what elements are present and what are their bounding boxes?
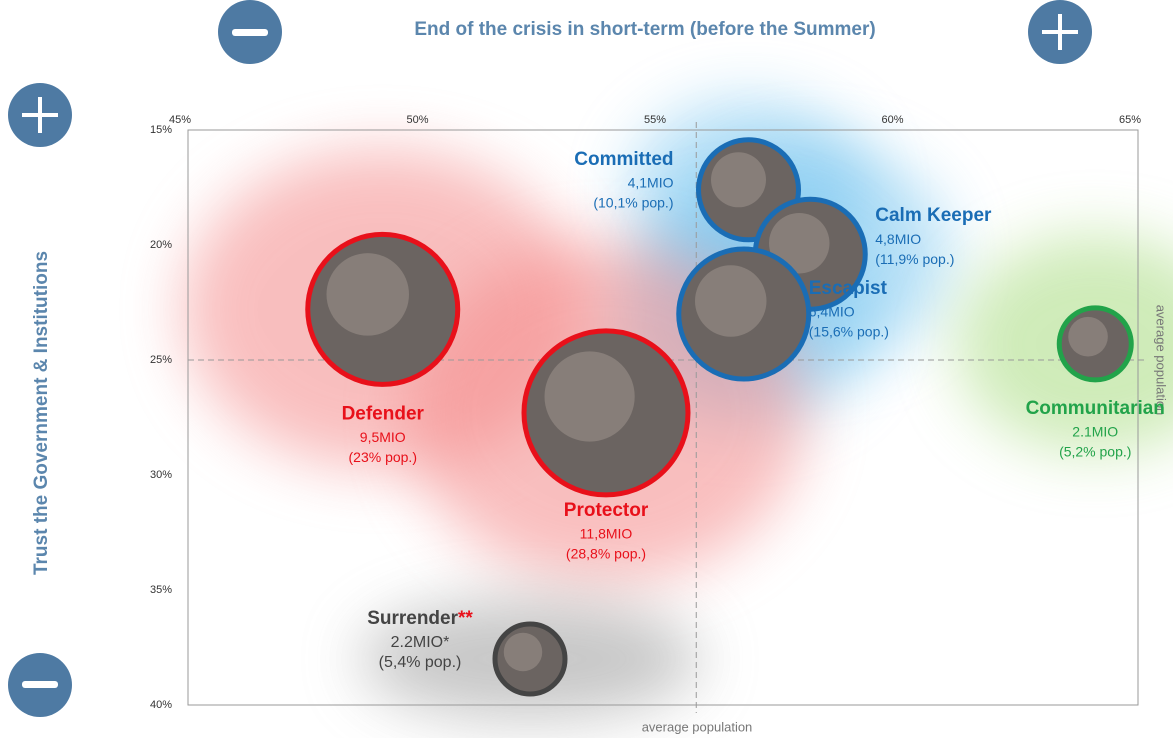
x-tick-label: 50%	[406, 114, 428, 126]
segment-share: (15,6% pop.)	[809, 324, 889, 340]
segment-name-text: Communitarian	[1026, 398, 1165, 419]
segment-name-text: Escapist	[809, 278, 888, 299]
segment-name: Defender	[342, 403, 425, 424]
segment-name-text: Defender	[342, 403, 425, 424]
segment-size: 9,5MIO	[360, 429, 406, 445]
x-tick-label: 55%	[644, 114, 666, 126]
bubble-photo-shade	[711, 152, 766, 207]
segment-share: (10,1% pop.)	[593, 195, 673, 211]
bubble-photo-shade	[504, 633, 543, 672]
segment-name: Calm Keeper	[875, 205, 992, 226]
y-tick-label: 30%	[150, 469, 172, 481]
plus-icon-left	[8, 83, 72, 147]
segment-name: Protector	[564, 500, 649, 521]
chart-title: End of the crisis in short-term (before …	[414, 19, 875, 40]
segment-share: (5,4% pop.)	[379, 654, 462, 671]
x-reference-label: average population	[642, 719, 753, 734]
plus-icon-top	[1028, 0, 1092, 64]
bubble-photo-shade	[545, 351, 635, 441]
y-tick-label: 20%	[150, 239, 172, 251]
segment-share: (28,8% pop.)	[566, 546, 646, 562]
segment-name-text: Surrender	[367, 608, 458, 629]
chart: End of the crisis in short-term (before …	[0, 0, 1173, 738]
y-tick-label: 40%	[150, 699, 172, 711]
segment-share: (23% pop.)	[349, 449, 417, 465]
y-tick-label: 25%	[150, 354, 172, 366]
x-tick-label: 65%	[1119, 114, 1141, 126]
segment-name: Escapist	[809, 278, 888, 299]
y-tick-label: 35%	[150, 584, 172, 596]
segment-name-text: Committed	[574, 149, 673, 170]
segment-name-text: Protector	[564, 500, 649, 521]
segment-size: 2.1MIO	[1072, 424, 1118, 440]
segment-name: Surrender**	[367, 608, 473, 629]
segment-name: Committed	[574, 149, 673, 170]
segment-size: 4,1MIO	[628, 175, 674, 191]
segment-size: 4,8MIO	[875, 231, 921, 247]
minus-icon-left	[8, 653, 72, 717]
y-tick-label: 15%	[150, 124, 172, 136]
minus-icon-top	[218, 0, 282, 64]
segment-size: 11,8MIO	[580, 526, 633, 542]
x-tick-label: 45%	[169, 114, 191, 126]
segment-marker: **	[458, 608, 473, 629]
segment-name: Communitarian	[1026, 398, 1165, 419]
segment-size: 2.2MIO*	[391, 634, 450, 651]
bubble-photo-shade	[695, 265, 767, 337]
y-axis-label: Trust the Government & Institutions	[31, 251, 52, 575]
x-tick-label: 60%	[881, 114, 903, 126]
segment-share: (5,2% pop.)	[1059, 444, 1131, 460]
segment-size: 6,4MIO	[809, 304, 855, 320]
segment-share: (11,9% pop.)	[875, 251, 954, 267]
segment-name-text: Calm Keeper	[875, 205, 992, 226]
bubble-photo-shade	[327, 253, 410, 336]
bubble-photo-shade	[1068, 317, 1108, 357]
